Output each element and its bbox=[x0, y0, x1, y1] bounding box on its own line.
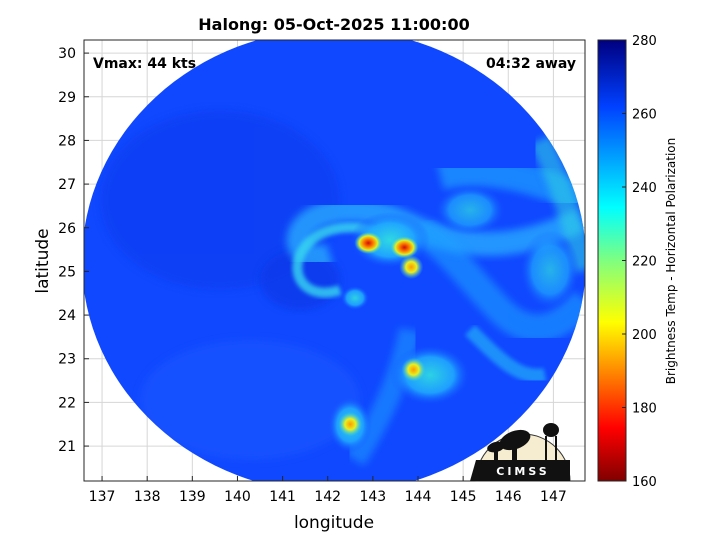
colorbar-tick-label: 260 bbox=[632, 108, 657, 123]
colorbar-label: Brightness Temp - Horizontal Polarizatio… bbox=[664, 138, 678, 385]
cold-core bbox=[401, 357, 426, 382]
y-tick-label: 25 bbox=[58, 264, 76, 280]
time-away-label: 04:32 away bbox=[486, 56, 576, 72]
colorbar-ticks: 160 180 200 220 240 260 280 bbox=[622, 34, 657, 490]
y-tick-label: 23 bbox=[58, 352, 76, 368]
y-tick-label: 22 bbox=[58, 395, 76, 411]
colorbar-tick-label: 240 bbox=[632, 181, 657, 196]
x-tick-label: 141 bbox=[269, 489, 296, 505]
cold-cores bbox=[338, 232, 426, 437]
chart-title: Halong: 05-Oct-2025 11:00:00 bbox=[198, 15, 469, 34]
y-ticks: 21 22 23 24 25 26 27 28 29 30 bbox=[58, 46, 89, 455]
x-tick-label: 137 bbox=[89, 489, 116, 505]
x-tick-label: 140 bbox=[224, 489, 251, 505]
cold-core bbox=[354, 232, 383, 255]
colorbar-tick-label: 180 bbox=[632, 402, 657, 417]
y-tick-label: 28 bbox=[58, 133, 76, 149]
x-tick-label: 147 bbox=[540, 489, 567, 505]
cold-core bbox=[390, 236, 419, 259]
x-tick-label: 138 bbox=[134, 489, 161, 505]
x-tick-label: 145 bbox=[450, 489, 477, 505]
colorbar-tick-label: 200 bbox=[632, 328, 657, 343]
colorbar-tick-label: 220 bbox=[632, 255, 657, 270]
colorbar-gradient bbox=[597, 39, 627, 482]
y-tick-label: 29 bbox=[58, 90, 76, 106]
colorbar: 160 180 200 220 240 260 280 Brightness Temp - … bbox=[597, 34, 678, 490]
x-tick-label: 146 bbox=[495, 489, 522, 505]
plot-frame bbox=[83, 39, 586, 482]
x-tick-label: 144 bbox=[405, 489, 432, 505]
water-tower-icon bbox=[543, 423, 559, 437]
logo-text: CIMSS bbox=[496, 465, 549, 478]
colorbar-tick-label: 280 bbox=[632, 34, 657, 49]
colorbar-tick-label: 160 bbox=[632, 475, 657, 490]
y-tick-label: 21 bbox=[58, 439, 76, 455]
y-tick-label: 27 bbox=[58, 177, 76, 193]
x-tick-label: 143 bbox=[359, 489, 386, 505]
microwave-swath bbox=[84, 40, 585, 481]
cold-core bbox=[338, 412, 363, 437]
x-ticks: 137 138 139 140 141 142 143 144 145 146 147 bbox=[89, 476, 567, 505]
cold-core bbox=[399, 255, 424, 280]
cimss-logo: CIMSS bbox=[470, 423, 571, 482]
x-tick-label: 142 bbox=[314, 489, 341, 505]
x-axis-label: longitude bbox=[294, 513, 374, 533]
x-tick-label: 139 bbox=[179, 489, 206, 505]
y-tick-label: 30 bbox=[58, 46, 76, 62]
y-tick-label: 24 bbox=[58, 308, 76, 324]
dish-icon bbox=[499, 429, 531, 451]
y-axis-label: latitude bbox=[33, 228, 53, 293]
y-tick-label: 26 bbox=[58, 221, 76, 237]
vmax-label: Vmax: 44 kts bbox=[93, 56, 196, 72]
